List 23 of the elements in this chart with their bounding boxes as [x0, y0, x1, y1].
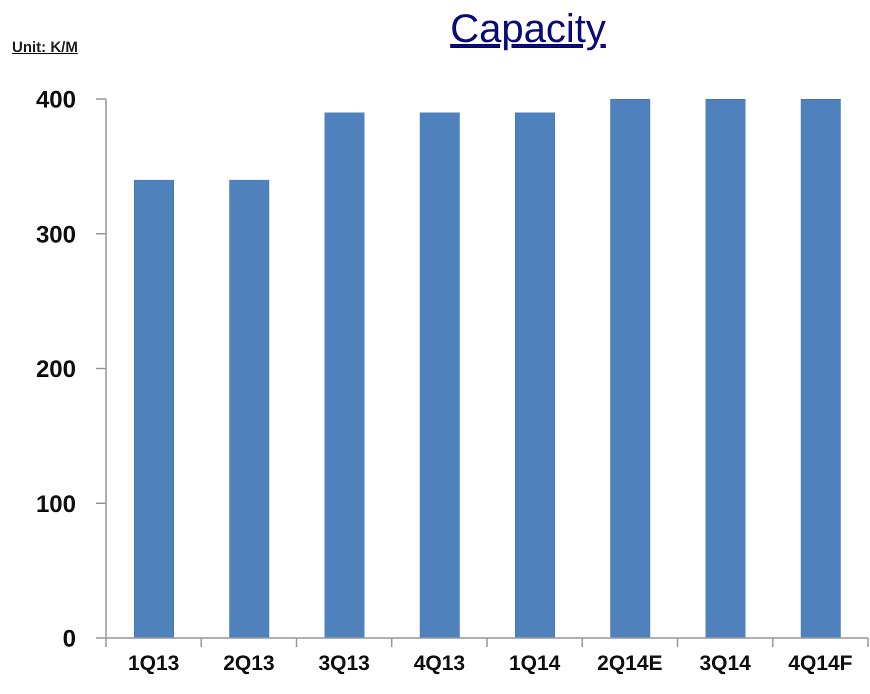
- x-tick-label: 2Q13: [223, 652, 275, 675]
- y-tick-label: 400: [36, 86, 76, 114]
- x-tick-label: 4Q13: [414, 652, 466, 675]
- bar: [515, 112, 555, 638]
- bar: [800, 99, 841, 638]
- y-tick-label: 100: [36, 490, 76, 518]
- x-tick-label: 1Q14: [508, 652, 561, 675]
- bar: [324, 112, 364, 638]
- chart-title: Capacity: [450, 7, 606, 51]
- bar: [706, 99, 746, 638]
- y-tick-label: 300: [36, 221, 76, 248]
- y-tick-label: 200: [36, 356, 76, 384]
- x-tick-label: 4Q14F: [788, 652, 853, 675]
- x-tick-label: 2Q14E: [597, 652, 663, 675]
- x-tick-label: 3Q14: [699, 652, 752, 675]
- bar: [420, 112, 460, 638]
- y-tick-label: 0: [62, 626, 76, 653]
- bar: [229, 180, 270, 638]
- x-tick-label: 1Q13: [128, 652, 180, 675]
- bar: [610, 99, 650, 638]
- x-tick-label: 3Q13: [318, 652, 370, 675]
- bar: [134, 180, 174, 638]
- y-axis-title: Unit: K/M: [12, 39, 78, 56]
